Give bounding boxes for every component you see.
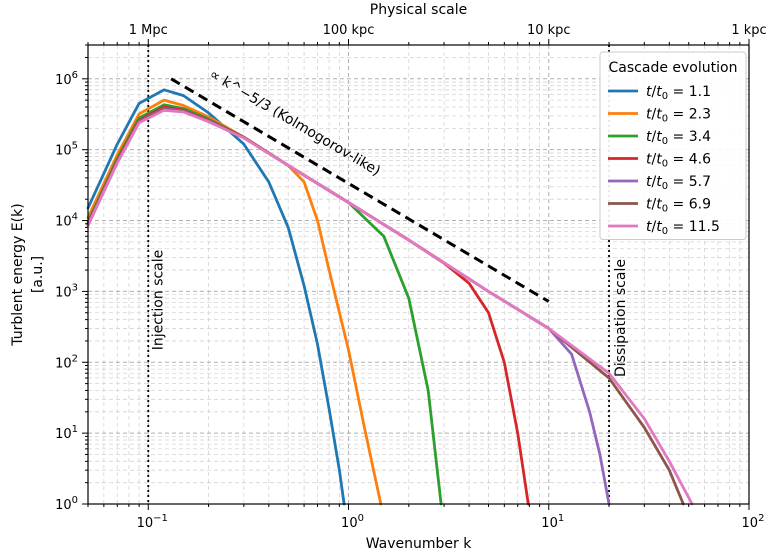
legend: Cascade evolution t/t0 = 1.1 t/t0 = 2.3 t/…: [599, 51, 747, 240]
y-tick-label: 102: [55, 353, 78, 371]
top-tick-label: 1 Mpc: [129, 23, 168, 38]
legend-entry: t/t0 = 5.7: [646, 174, 711, 192]
legend-entry: t/t0 = 11.5: [646, 219, 720, 237]
series-lines: [86, 88, 694, 506]
legend-entry: t/t0 = 1.1: [646, 84, 711, 102]
legend-box: [599, 51, 747, 240]
x-tick-label: 100: [341, 513, 364, 531]
y-tick-label: 101: [55, 424, 78, 442]
y-tick-label: 100: [55, 495, 78, 513]
axes: [82, 39, 750, 510]
x-tick-label: 10−1: [137, 513, 168, 531]
grid: [87, 44, 750, 505]
legend-entry: t/t0 = 6.9: [646, 197, 711, 215]
x-tick-label: 101: [541, 513, 564, 531]
series-line-6: [86, 108, 685, 506]
tick-labels: 10−1 100 101 102 100 101 102 103 104 105 106 1 Mpc 1…: [55, 23, 767, 531]
top-tick-label: 10 kpc: [527, 23, 571, 38]
series-line-1: [86, 88, 346, 506]
kolmogorov-label: ∝ k^−5/3 (Kolmogorov-like): [207, 66, 384, 179]
legend-title: Cascade evolution: [609, 60, 738, 76]
plot-frame: [87, 44, 750, 505]
y-tick-label: 104: [55, 212, 78, 230]
series-line-7: [86, 108, 694, 506]
x-axis-label: Wavenumber k: [366, 536, 473, 552]
kolmogorov-reference-line: [170, 77, 550, 303]
injection-scale-label: Injection scale: [150, 250, 166, 351]
y-tick-label: 105: [55, 141, 78, 159]
legend-entry: t/t0 = 2.3: [646, 107, 711, 125]
y-axis-label-units: [a.u.]: [30, 256, 46, 293]
y-tick-label: 106: [55, 70, 78, 88]
scale-markers: [147, 45, 610, 504]
y-axis-label: Turblent energy E(k): [10, 203, 26, 346]
top-axis-label: Physical scale: [370, 2, 467, 18]
top-tick-label: 100 kpc: [323, 23, 375, 38]
top-tick-label: 1 kpc: [731, 23, 766, 38]
x-tick-label: 102: [742, 513, 765, 531]
legend-entry: t/t0 = 3.4: [646, 129, 711, 147]
legend-entry: t/t0 = 4.6: [646, 152, 711, 170]
dissipation-scale-label: Dissipation scale: [613, 259, 629, 377]
y-tick-label: 103: [55, 282, 78, 300]
